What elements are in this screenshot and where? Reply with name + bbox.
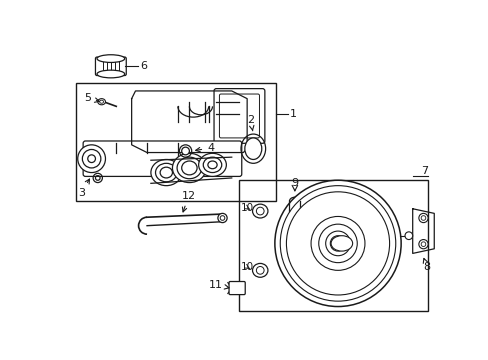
Text: 1: 1 [290, 109, 297, 119]
Circle shape [318, 224, 357, 263]
Ellipse shape [100, 100, 103, 103]
Text: 10: 10 [241, 262, 254, 273]
Text: 9: 9 [291, 178, 298, 188]
Ellipse shape [252, 204, 267, 218]
Text: 3: 3 [78, 179, 89, 198]
Circle shape [274, 180, 400, 306]
Text: 2: 2 [246, 115, 254, 131]
Circle shape [404, 232, 412, 239]
Bar [76, 83, 276, 201]
Ellipse shape [198, 153, 226, 176]
Ellipse shape [98, 99, 105, 105]
Ellipse shape [218, 213, 226, 222]
Ellipse shape [244, 138, 261, 159]
Circle shape [286, 192, 389, 295]
Text: 8: 8 [423, 258, 430, 273]
Circle shape [418, 239, 427, 249]
Ellipse shape [182, 161, 197, 175]
Ellipse shape [87, 155, 95, 163]
Ellipse shape [330, 236, 352, 251]
Text: 11: 11 [208, 280, 228, 290]
Ellipse shape [78, 145, 105, 172]
Ellipse shape [252, 264, 267, 277]
Text: 6: 6 [140, 61, 147, 71]
Circle shape [418, 213, 427, 222]
Ellipse shape [160, 167, 172, 178]
Ellipse shape [207, 161, 217, 169]
Ellipse shape [182, 147, 189, 155]
Text: 7: 7 [420, 166, 427, 176]
Circle shape [329, 236, 345, 251]
Ellipse shape [97, 55, 124, 62]
Ellipse shape [151, 159, 182, 186]
FancyBboxPatch shape [95, 57, 126, 76]
Text: 12: 12 [182, 191, 195, 212]
Ellipse shape [97, 70, 124, 78]
Bar [239, 180, 427, 311]
Ellipse shape [172, 153, 206, 183]
Text: 4: 4 [195, 143, 214, 153]
Text: 10: 10 [241, 203, 254, 213]
FancyBboxPatch shape [228, 282, 244, 294]
FancyBboxPatch shape [214, 89, 264, 143]
FancyBboxPatch shape [83, 141, 241, 176]
Text: 5: 5 [84, 93, 99, 103]
